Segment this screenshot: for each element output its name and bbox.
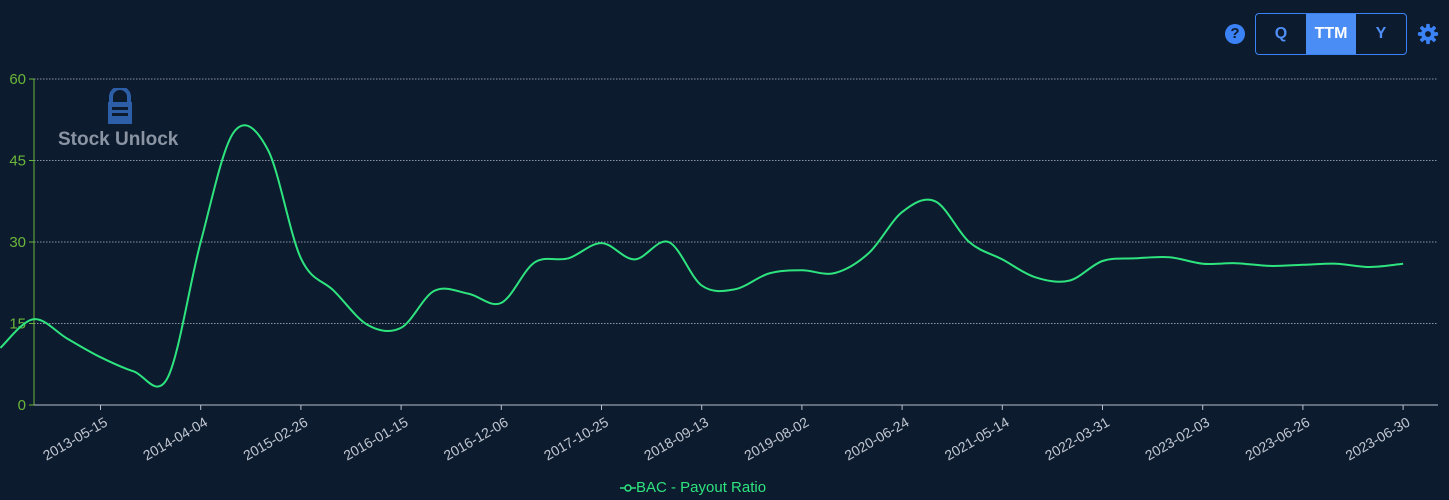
x-tick-label: 2018-09-13 xyxy=(641,414,711,464)
lock-logo-icon xyxy=(108,86,132,124)
series-layer xyxy=(0,124,1404,388)
y-axis-ticks: 0 15 30 45 60 xyxy=(9,71,35,414)
x-tick-label: 2015-02-26 xyxy=(240,414,310,464)
y-tick-label: 15 xyxy=(9,316,26,333)
period-button-y[interactable]: Y xyxy=(1375,25,1387,42)
y-tick-label: 45 xyxy=(9,153,26,170)
x-tick-label: 2016-12-06 xyxy=(441,414,511,464)
legend-line-marker xyxy=(620,483,636,492)
gear-icon[interactable] xyxy=(1417,23,1439,45)
period-button-ttm[interactable]: TTM xyxy=(1306,14,1356,54)
x-axis-ticks: 2013-05-15 2014-04-04 2015-02-26 2016-01-15… xyxy=(34,404,1438,464)
x-tick-label: 2016-01-15 xyxy=(341,414,411,464)
help-icon[interactable]: ? xyxy=(1225,24,1245,44)
x-tick-label: 2020-06-24 xyxy=(842,414,912,464)
legend-label: BAC - Payout Ratio xyxy=(636,479,767,496)
watermark-logo: Stock Unlock xyxy=(58,86,188,150)
chart-toolbar: ? Q TTM Y xyxy=(1225,13,1439,55)
x-tick-label: 2013-05-15 xyxy=(40,414,110,464)
x-tick-label: 2023-02-03 xyxy=(1142,414,1212,464)
logo-text: Stock Unlock xyxy=(58,129,179,150)
period-selector: Q TTM Y xyxy=(1255,13,1407,55)
y-tick-label: 60 xyxy=(9,71,26,88)
x-tick-label: 2023-06-30 xyxy=(1343,414,1413,464)
x-tick-label: 2019-08-02 xyxy=(741,414,811,464)
grid-lines xyxy=(34,78,1438,324)
x-tick-label: 2017-10-25 xyxy=(541,414,611,464)
period-button-q[interactable]: Q xyxy=(1274,25,1288,42)
legend-item[interactable]: BAC - Payout Ratio xyxy=(620,479,766,496)
x-tick-label: 2022-03-31 xyxy=(1042,414,1112,464)
y-tick-label: 0 xyxy=(18,397,26,414)
x-tick-label: 2014-04-04 xyxy=(140,414,210,464)
x-tick-label: 2023-06-26 xyxy=(1242,414,1312,464)
series-line xyxy=(0,124,1404,388)
y-tick-label: 30 xyxy=(9,234,26,251)
x-tick-label: 2021-05-14 xyxy=(942,414,1012,464)
